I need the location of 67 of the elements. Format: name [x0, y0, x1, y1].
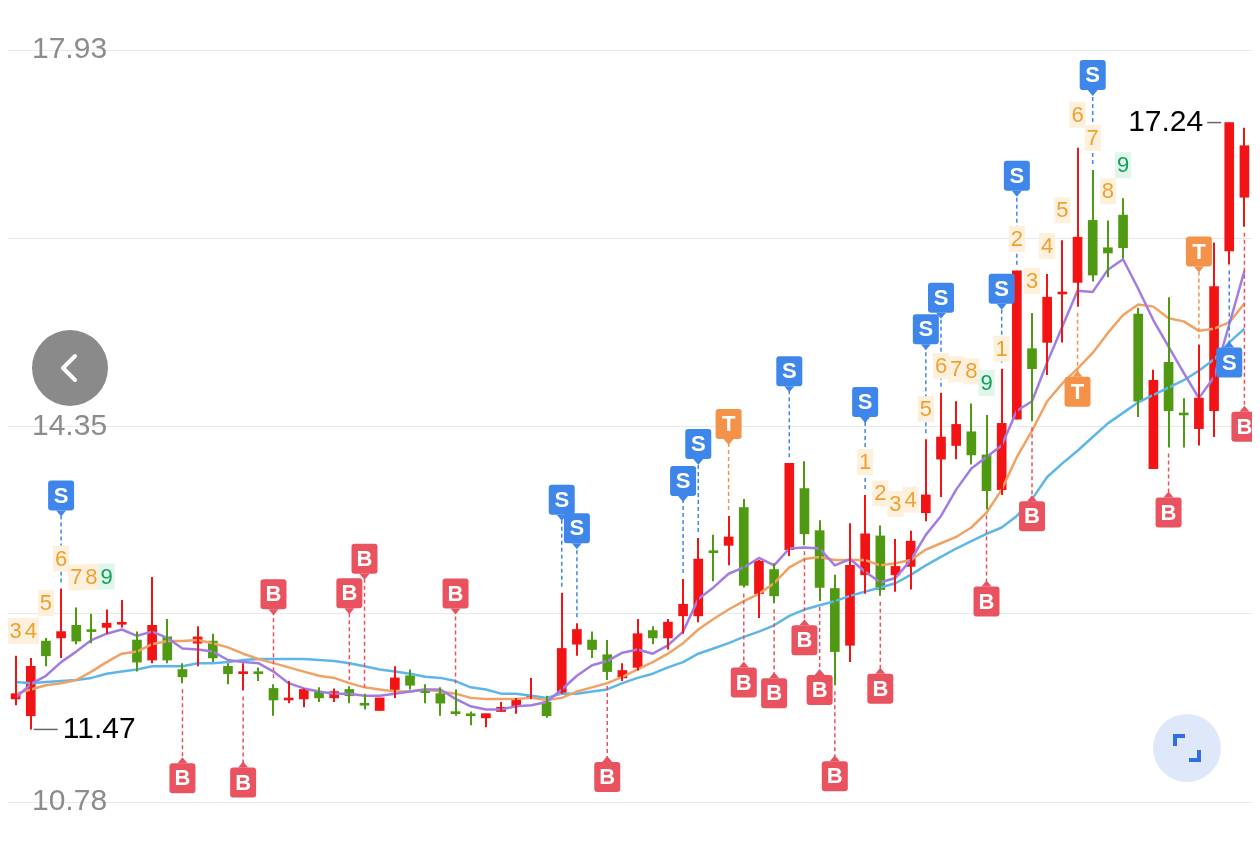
y-tick-label: 14.35	[32, 407, 108, 441]
annotation: B	[766, 680, 783, 706]
annotation: 2	[1010, 225, 1023, 251]
annotation: 2	[874, 480, 887, 506]
annotation: 4	[904, 486, 917, 512]
annotation: 4	[1041, 233, 1054, 259]
annotation: B	[599, 764, 616, 790]
annotation: B	[735, 669, 752, 695]
annotation: S	[1221, 349, 1237, 375]
annotation: 1	[995, 335, 1008, 361]
annotation: 9	[980, 370, 993, 396]
y-tick-label: 17.93	[32, 31, 108, 65]
annotation: B	[1160, 499, 1177, 525]
annotation: 8	[1101, 178, 1114, 204]
annotation: 3	[1025, 268, 1039, 293]
annotation: 3	[9, 617, 22, 643]
annotation: B	[235, 769, 252, 795]
y-tick-label: 10.78	[32, 783, 108, 817]
annotation: 4	[24, 617, 37, 643]
annotation: T	[1192, 238, 1207, 264]
annotation: B	[1236, 413, 1253, 439]
annotation: 8	[85, 563, 98, 589]
annotation: S	[554, 486, 570, 512]
annotation: S	[690, 431, 706, 457]
annotation: S	[933, 284, 949, 310]
annotation: 7	[1086, 124, 1099, 150]
annotation: S	[53, 482, 69, 508]
annotation: B	[265, 581, 282, 607]
annotation: B	[826, 763, 843, 789]
annotation: S	[1085, 61, 1101, 87]
annotation: 1	[859, 448, 872, 474]
annotation: S	[675, 468, 691, 494]
annotation: 5	[919, 396, 932, 422]
annotation: 8	[965, 358, 978, 384]
annotation: B	[796, 627, 813, 653]
annotation: B	[1024, 503, 1040, 529]
annotation: S	[918, 316, 934, 342]
annotation: B	[174, 765, 191, 791]
candlestick	[465, 710, 476, 727]
annotation: 7	[950, 356, 963, 382]
annotation: 3	[889, 491, 902, 517]
annotation: B	[341, 580, 358, 606]
annotation: 9	[1116, 152, 1130, 178]
annotation: 6	[1071, 101, 1084, 127]
annotation: B	[811, 677, 828, 703]
annotation: S	[781, 358, 797, 384]
annotation: B	[872, 675, 889, 701]
annotation: 6	[54, 545, 68, 571]
annotation: 11.47	[62, 710, 136, 744]
candlestick	[253, 666, 264, 683]
annotation: 17.24	[1128, 103, 1204, 137]
annotation: 9	[100, 563, 113, 589]
annotation: S	[857, 388, 873, 414]
annotation: 7	[70, 564, 83, 590]
annotation: T	[721, 410, 736, 436]
annotation: S	[569, 515, 585, 541]
annotation: 6	[934, 352, 948, 378]
annotation: B	[447, 580, 464, 606]
candlestick	[116, 599, 127, 629]
annotation: S	[994, 275, 1010, 301]
annotation: 5	[39, 589, 53, 615]
candlestick	[238, 662, 248, 692]
annotation: 5	[1056, 197, 1069, 223]
annotation: B	[978, 588, 995, 614]
annotation: B	[356, 545, 373, 571]
annotation: T	[1070, 378, 1085, 404]
annotation: S	[1009, 162, 1025, 188]
